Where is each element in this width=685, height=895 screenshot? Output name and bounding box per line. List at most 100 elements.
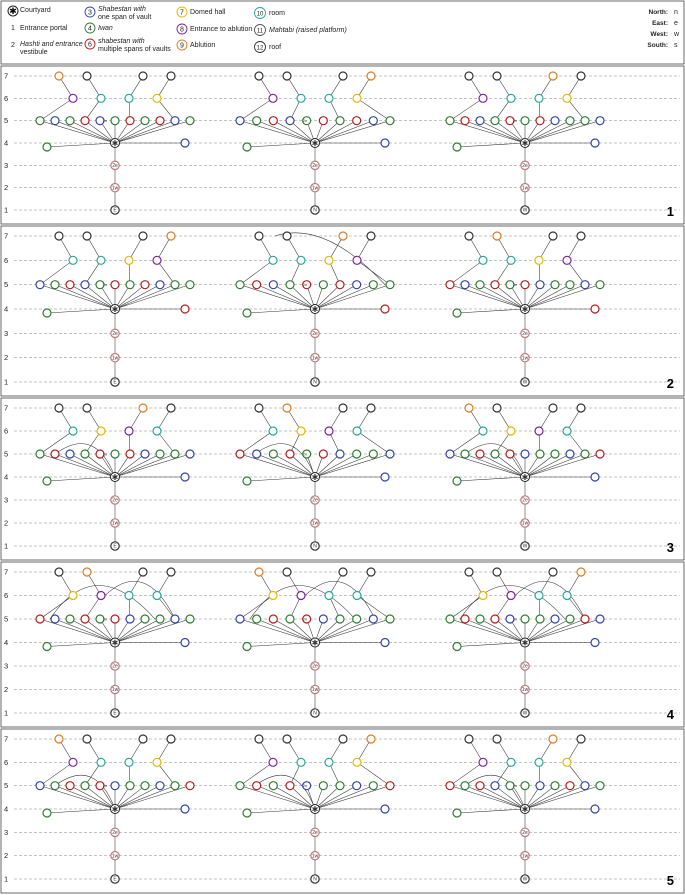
space-node	[576, 71, 586, 81]
legend-num-12: 12	[257, 46, 264, 52]
root-node-n	[310, 377, 320, 387]
courtyard-node	[520, 138, 530, 148]
root-node-w	[520, 708, 530, 718]
graph-edge	[54, 618, 116, 643]
root-node-n-label: N	[313, 711, 317, 717]
space-node	[95, 449, 105, 459]
graph-edge	[479, 618, 526, 643]
graph-edge	[114, 785, 176, 810]
space-node	[252, 116, 262, 126]
graph-edge	[464, 453, 526, 478]
graph-edge	[69, 284, 116, 310]
level-label: 6	[4, 256, 8, 265]
graph-edge	[494, 284, 526, 310]
courtyard-node	[110, 472, 120, 482]
graph-edge	[156, 762, 176, 786]
graph-4-n: N 1w 2e ✱ 2n	[235, 567, 395, 718]
root-node-e	[110, 708, 120, 718]
vestibule-node-label: 2e	[112, 498, 118, 504]
space-node	[505, 449, 515, 459]
side-node	[42, 808, 52, 818]
space-node	[155, 614, 165, 624]
graph-3-w: W 1w 2e ✱ 2n	[445, 403, 605, 551]
space-node	[110, 449, 120, 459]
space-node	[520, 449, 530, 459]
hashti-node-label: 1w	[522, 185, 529, 191]
graph-edge	[114, 284, 146, 310]
legend-item-room: 10 room	[254, 7, 285, 19]
space-node	[385, 116, 395, 126]
legend-marker-6	[84, 38, 96, 50]
hashti-node-label: 1w	[112, 521, 119, 527]
space-node	[576, 403, 586, 413]
graph-nodes: W 1w 2e ✱ 2n	[445, 231, 605, 387]
space-node	[82, 734, 92, 744]
graph-edge	[524, 120, 586, 144]
hashti-node	[520, 352, 530, 363]
graph-nodes: E 1w 2e ✱ 2n	[35, 567, 195, 718]
panel-3: 1 2 3 4 5 6 7 3 E 1w 2e ✱ 2n N 1w 2e ✱ 2n W 1w 2e ✱ 2n	[0, 397, 685, 561]
panel-5: 1 2 3 4 5 6 7 5 E 1w 2e ✱ 2n N 1w 2e ✱ 2n W 1w 2e ✱ 2n	[0, 728, 685, 894]
hashti-node	[310, 850, 320, 861]
graph-edge	[449, 260, 484, 285]
space-node	[368, 280, 378, 290]
vestibule-node	[110, 827, 120, 838]
root-node-w-label: W	[523, 711, 528, 717]
graph-edge	[273, 618, 316, 643]
space-node	[490, 614, 500, 624]
courtyard-node	[310, 304, 320, 314]
space-node	[520, 280, 530, 290]
graph-edge	[273, 453, 316, 478]
level-label: 4	[4, 473, 8, 482]
legend-marker-12	[254, 41, 266, 53]
graph-arc	[254, 443, 316, 478]
graph-edge	[566, 98, 586, 121]
space-node	[534, 93, 544, 103]
space-node	[125, 280, 135, 290]
space-node	[96, 426, 106, 436]
graph-edge	[524, 618, 601, 643]
space-node	[138, 71, 148, 81]
graph-edge	[456, 808, 526, 814]
legend-item-courtyard: ✱ Courtyard	[7, 5, 51, 17]
space-node	[80, 280, 90, 290]
side-node	[590, 138, 600, 148]
space-node	[505, 614, 515, 624]
graph-edge	[314, 453, 357, 478]
space-node	[95, 280, 105, 290]
space-node	[335, 116, 345, 126]
graph-edge	[114, 618, 176, 643]
graph-edge	[314, 453, 341, 478]
graph-edge	[479, 785, 526, 810]
space-node	[506, 590, 516, 601]
graph-edge	[524, 120, 556, 144]
space-node	[125, 116, 135, 126]
graph-edge	[246, 642, 316, 647]
graph-edge	[524, 284, 601, 310]
hashti-node-label: 1w	[312, 355, 319, 361]
panel-number: 2	[667, 376, 674, 391]
graph-nodes: W 1w 2e ✱ 2n	[445, 403, 605, 551]
graph-edge	[314, 618, 341, 643]
space-node	[366, 734, 376, 744]
graph-edge	[114, 453, 161, 478]
graph-edge	[314, 284, 374, 310]
legend-num-11: 11	[257, 29, 264, 35]
space-node	[562, 93, 572, 103]
graph-edge	[239, 430, 274, 455]
vestibule-node	[110, 495, 120, 505]
side-node	[380, 804, 390, 814]
space-node	[520, 116, 530, 126]
legend-num-6: 6	[88, 42, 92, 49]
graph-edge	[356, 260, 391, 285]
graph-edge	[494, 618, 526, 643]
side-node	[242, 142, 252, 152]
space-node	[535, 280, 545, 290]
graph-edge	[114, 618, 191, 643]
space-node	[492, 231, 502, 241]
level-label: 6	[4, 427, 8, 436]
level-label: 2	[4, 183, 8, 192]
central-label: 2n	[513, 452, 517, 457]
courtyard-star-icon: ✱	[112, 805, 119, 814]
level-label: 4	[4, 139, 8, 148]
